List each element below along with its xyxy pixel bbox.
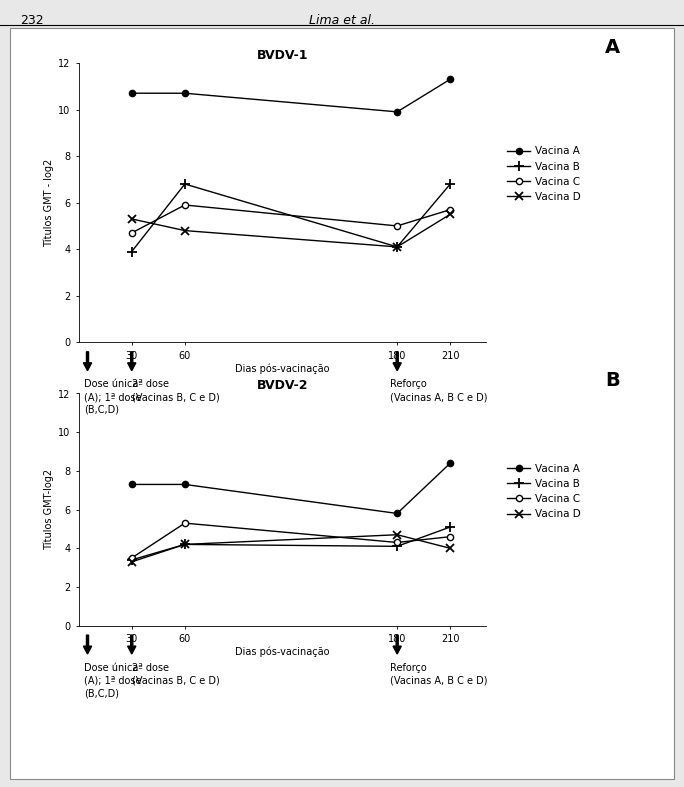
Text: Lima et al.: Lima et al. — [309, 14, 375, 28]
Y-axis label: Títulos GMT-log2: Títulos GMT-log2 — [43, 469, 54, 550]
Legend: Vacina A, Vacina B, Vacina C, Vacina D: Vacina A, Vacina B, Vacina C, Vacina D — [507, 146, 581, 202]
Title: BVDV-1: BVDV-1 — [256, 49, 308, 62]
X-axis label: Dias pós-vacinação: Dias pós-vacinação — [235, 364, 330, 374]
X-axis label: Dias pós-vacinação: Dias pós-vacinação — [235, 647, 330, 657]
Text: B: B — [605, 371, 620, 390]
Text: Reforço
(Vacinas A, B C e D): Reforço (Vacinas A, B C e D) — [391, 663, 488, 685]
Text: 2ª dose
(Vacinas B, C e D): 2ª dose (Vacinas B, C e D) — [132, 663, 220, 685]
Text: Dose única
(A); 1ª dose
(B,C,D): Dose única (A); 1ª dose (B,C,D) — [84, 663, 142, 698]
Text: Reforço
(Vacinas A, B C e D): Reforço (Vacinas A, B C e D) — [391, 379, 488, 402]
Text: A: A — [605, 38, 620, 57]
Text: 2ª dose
(Vacinas B, C e D): 2ª dose (Vacinas B, C e D) — [132, 379, 220, 402]
Title: BVDV-2: BVDV-2 — [256, 379, 308, 393]
Text: 232: 232 — [21, 14, 44, 28]
Y-axis label: Títulos GMT - log2: Títulos GMT - log2 — [43, 158, 54, 247]
Legend: Vacina A, Vacina B, Vacina C, Vacina D: Vacina A, Vacina B, Vacina C, Vacina D — [507, 464, 581, 519]
Text: Dose única
(A); 1ª dose
(B,C,D): Dose única (A); 1ª dose (B,C,D) — [84, 379, 142, 415]
